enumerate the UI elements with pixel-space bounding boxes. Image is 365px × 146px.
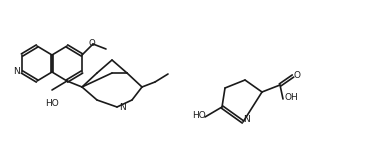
- Text: O: O: [89, 40, 95, 48]
- Text: N: N: [14, 67, 20, 77]
- Text: N: N: [243, 115, 249, 125]
- Text: O: O: [293, 71, 300, 80]
- Text: HO: HO: [45, 99, 59, 107]
- Text: HO: HO: [192, 112, 206, 120]
- Text: OH: OH: [284, 93, 298, 102]
- Text: N: N: [119, 102, 125, 112]
